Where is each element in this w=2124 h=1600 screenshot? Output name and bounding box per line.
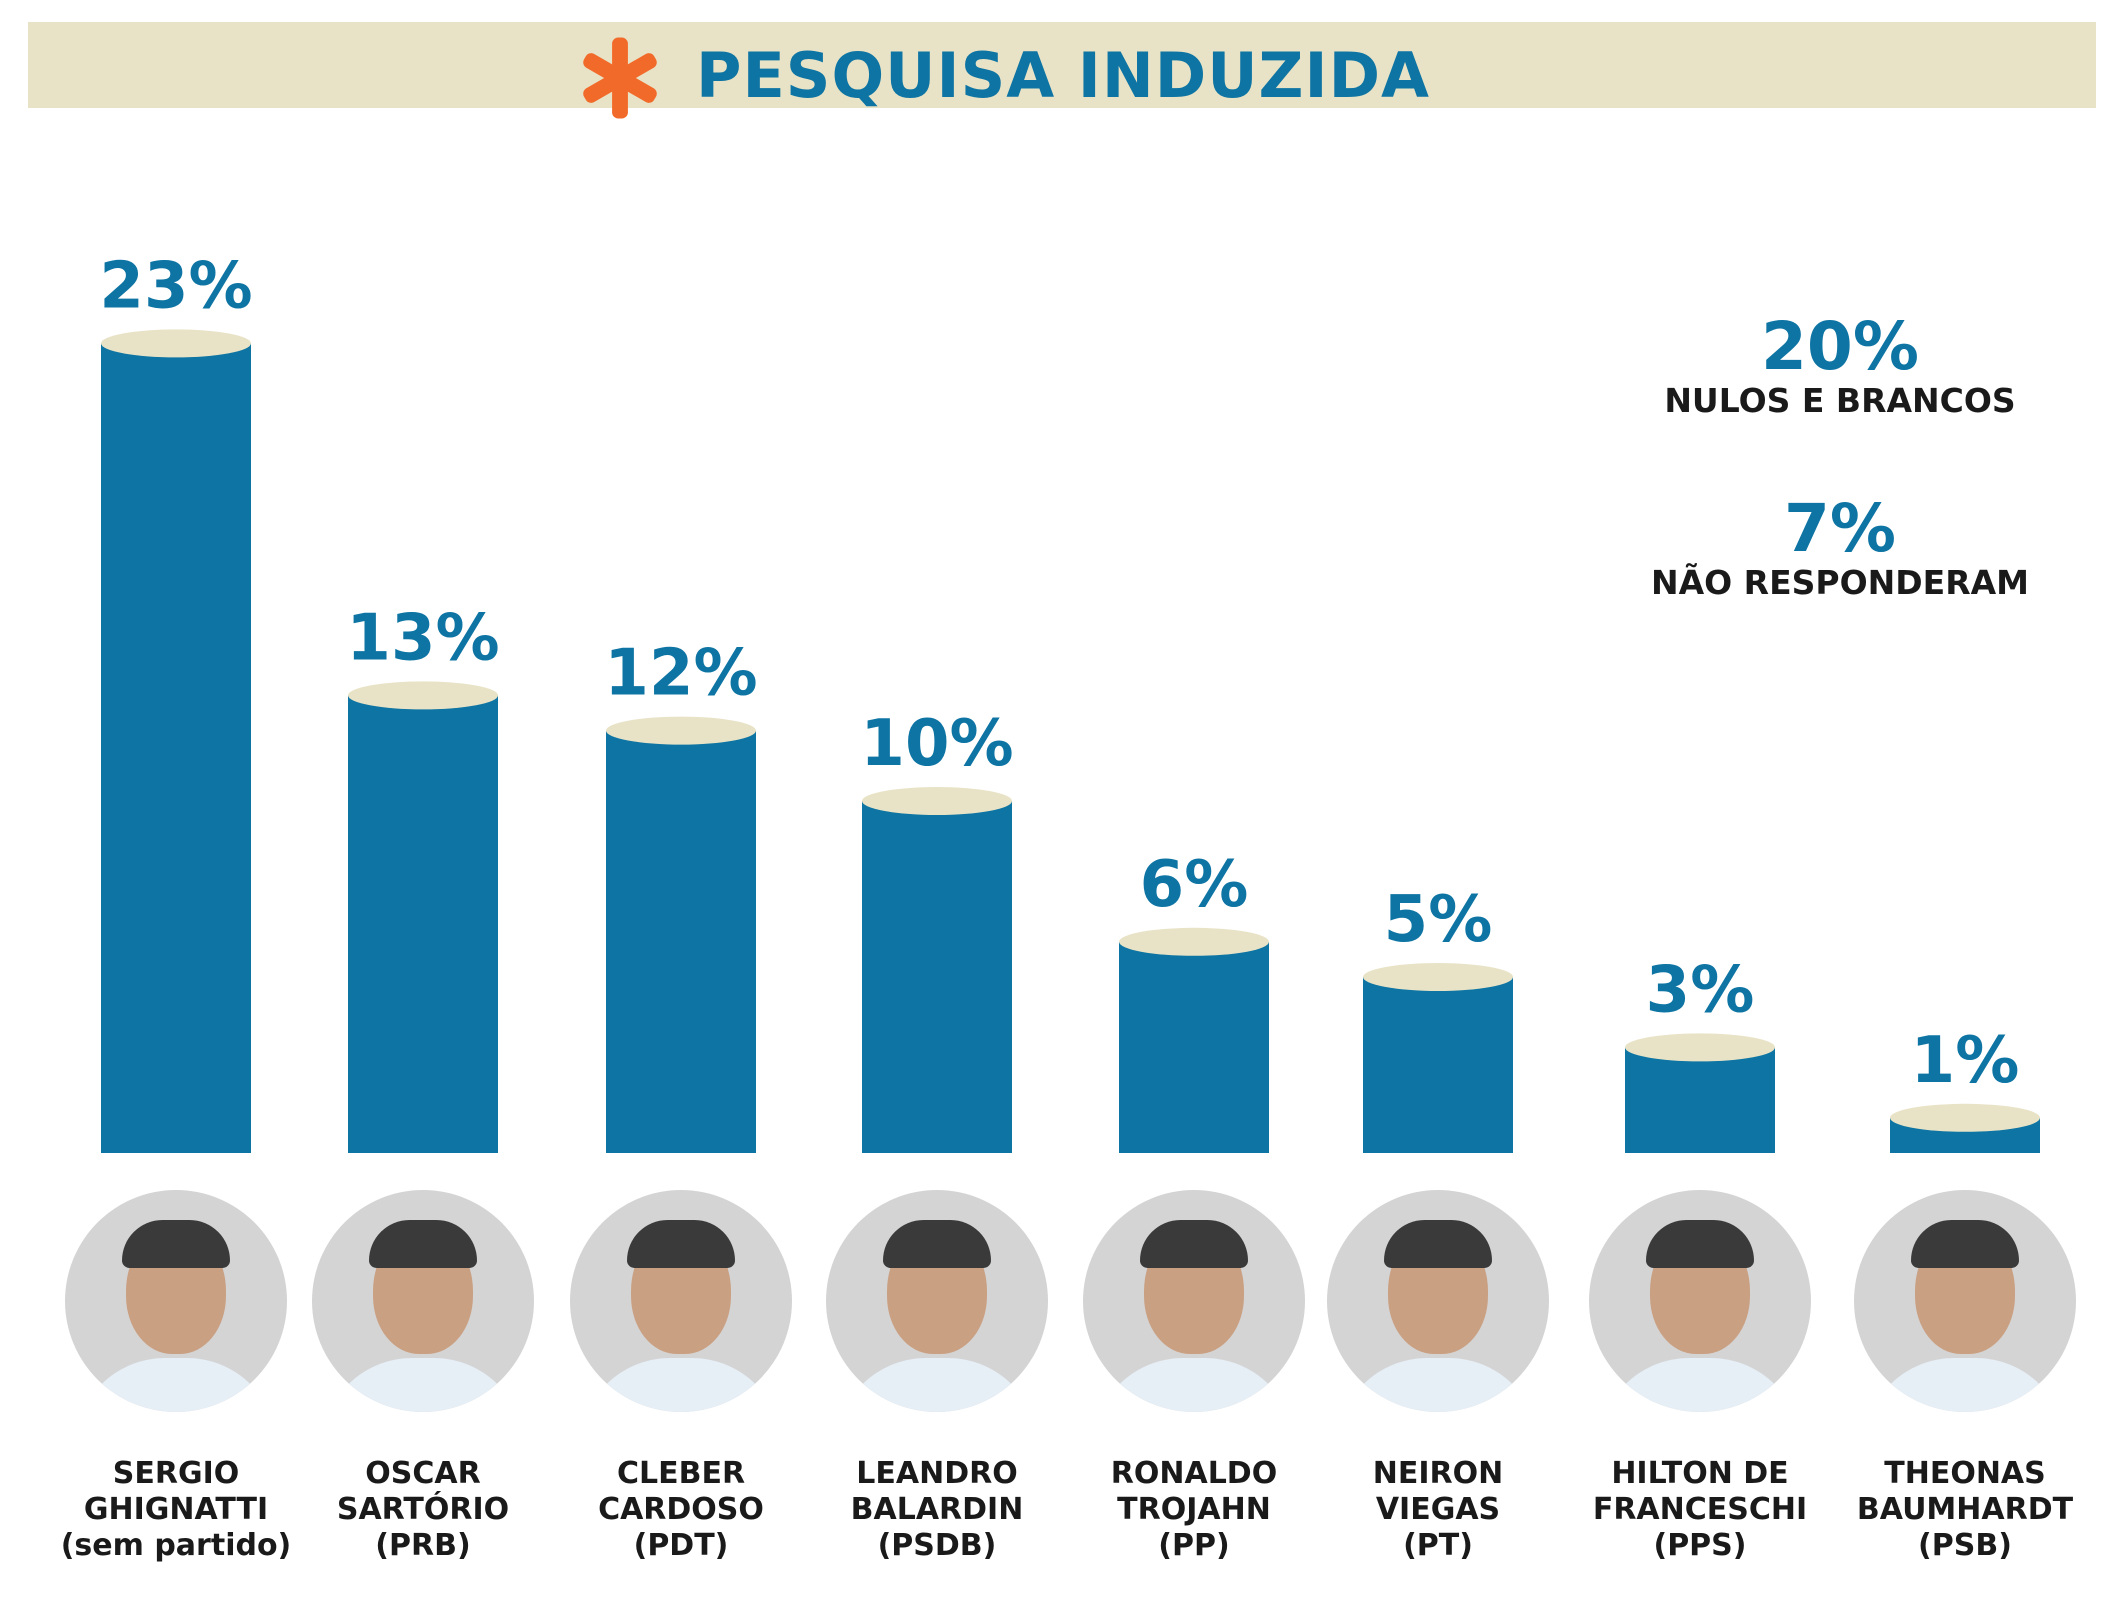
null-blank-value: 20% bbox=[1761, 308, 1919, 385]
data-label: 12% bbox=[604, 637, 757, 711]
candidate-name: HILTON DE FRANCESCHI (PPS) bbox=[1592, 1456, 1808, 1563]
bar-cap bbox=[1363, 963, 1513, 991]
bar-cap bbox=[1625, 1033, 1775, 1062]
bar-cap bbox=[1890, 1103, 2040, 1132]
data-label: 10% bbox=[860, 707, 1013, 781]
bar-cap bbox=[348, 681, 498, 710]
bar-cap bbox=[606, 716, 756, 745]
candidate-card: LEANDRO BALARDIN (PSDB) bbox=[817, 1190, 1057, 1564]
null-blank-stat: 20% NULOS E BRANCOS bbox=[1610, 312, 2070, 420]
null-blank-label: NULOS E BRANCOS bbox=[1664, 381, 2016, 420]
bar bbox=[101, 343, 251, 1153]
data-label: 6% bbox=[1140, 848, 1249, 922]
avatar bbox=[1083, 1190, 1305, 1412]
data-label: 5% bbox=[1384, 883, 1493, 957]
no-answer-stat: 7% NÃO RESPONDERAM bbox=[1610, 494, 2070, 602]
avatar bbox=[1327, 1190, 1549, 1412]
data-label: 13% bbox=[346, 601, 499, 675]
avatar bbox=[570, 1190, 792, 1412]
no-answer-label: NÃO RESPONDERAM bbox=[1650, 563, 2029, 602]
candidate-card: SERGIO GHIGNATTI (sem partido) bbox=[56, 1190, 296, 1564]
chart-title: PESQUISA INDUZIDA bbox=[696, 39, 1431, 112]
avatar bbox=[65, 1190, 287, 1412]
asterisk-icon bbox=[583, 37, 657, 119]
no-answer-value: 7% bbox=[1783, 490, 1897, 567]
bar bbox=[1625, 1047, 1775, 1153]
candidate-card: CLEBER CARDOSO (PDT) bbox=[561, 1190, 801, 1564]
bar bbox=[1119, 941, 1269, 1153]
candidate-name: SERGIO GHIGNATTI (sem partido) bbox=[60, 1456, 292, 1563]
avatar bbox=[826, 1190, 1048, 1412]
avatar bbox=[1854, 1190, 2076, 1412]
candidate-name: THEONAS BAUMHARDT (PSB) bbox=[1856, 1456, 2074, 1563]
candidate-card: NEIRON VIEGAS (PT) bbox=[1318, 1190, 1558, 1564]
title-bar: PESQUISA INDUZIDA bbox=[28, 22, 2096, 119]
candidate-card: RONALDO TROJAHN (PP) bbox=[1074, 1190, 1314, 1564]
bar bbox=[348, 695, 498, 1153]
bar bbox=[1363, 977, 1513, 1153]
data-label: 1% bbox=[1911, 1024, 2020, 1098]
bar-cap bbox=[1119, 927, 1269, 956]
candidate-name: CLEBER CARDOSO (PDT) bbox=[598, 1456, 764, 1563]
bar bbox=[606, 730, 756, 1153]
avatar bbox=[1589, 1190, 1811, 1412]
candidate-name: NEIRON VIEGAS (PT) bbox=[1372, 1456, 1504, 1563]
data-label: 23% bbox=[99, 249, 252, 323]
bar-cap bbox=[101, 329, 251, 358]
avatar bbox=[312, 1190, 534, 1412]
candidate-name: RONALDO TROJAHN (PP) bbox=[1110, 1456, 1278, 1563]
data-label: 3% bbox=[1646, 953, 1755, 1027]
candidate-card: THEONAS BAUMHARDT (PSB) bbox=[1845, 1190, 2085, 1564]
candidate-name: OSCAR SARTÓRIO (PRB) bbox=[336, 1456, 510, 1563]
candidate-name: LEANDRO BALARDIN (PSDB) bbox=[850, 1456, 1024, 1563]
bar bbox=[862, 801, 1012, 1153]
candidate-card: HILTON DE FRANCESCHI (PPS) bbox=[1580, 1190, 1820, 1564]
bar-cap bbox=[862, 787, 1012, 815]
candidate-card: OSCAR SARTÓRIO (PRB) bbox=[303, 1190, 543, 1564]
